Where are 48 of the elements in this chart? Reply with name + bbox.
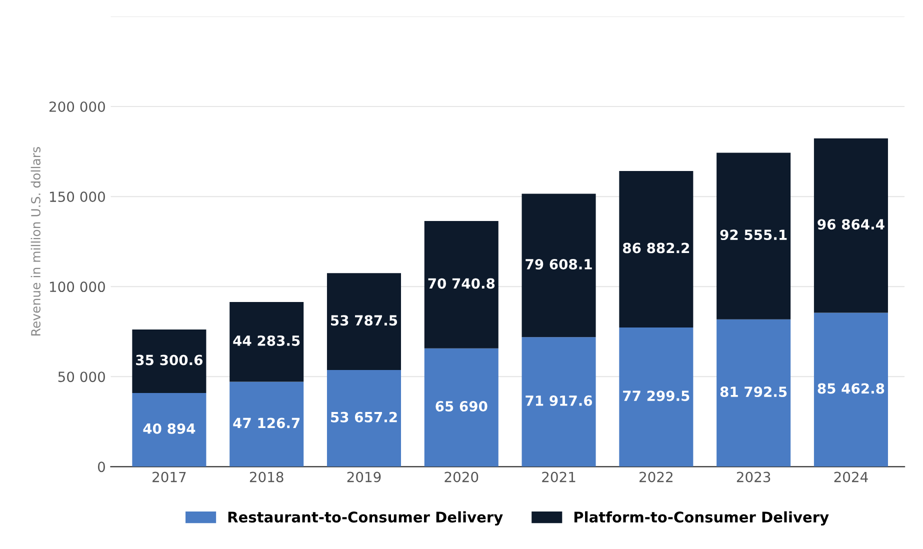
bar: [132, 329, 206, 394]
x-tick-label: 2022: [640, 472, 672, 482]
y-tick-label: 0: [98, 462, 105, 472]
bar: [230, 302, 304, 382]
data-label: 47 126.7: [233, 418, 300, 428]
bar: [424, 220, 498, 348]
data-label: 40 894: [143, 423, 196, 434]
y-tick-label: 150 000: [50, 192, 105, 202]
data-label: 35 300.6: [136, 354, 202, 366]
data-label: 44 283.5: [233, 335, 300, 346]
data-label: 71 917.6: [526, 395, 592, 406]
bar: [619, 327, 694, 467]
data-label: 79 608.1: [526, 258, 592, 270]
legend-label: Restaurant-to-Consumer Delivery: [228, 511, 503, 526]
data-label: 81 792.5: [720, 386, 787, 398]
bar: [522, 337, 596, 467]
y-tick-label: 50 000: [58, 372, 105, 382]
data-label: 85 462.8: [818, 383, 884, 394]
x-tick-label: 2020: [444, 472, 478, 482]
x-tick-label: 2017: [152, 472, 186, 482]
bar: [716, 152, 791, 320]
data-label: 70 740.8: [428, 278, 495, 289]
bar: [814, 312, 888, 467]
data-label: 86 882.2: [622, 242, 690, 254]
legend-label: Platform-to-Consumer Delivery: [574, 511, 829, 526]
x-tick-label: 2023: [736, 472, 770, 482]
bar: [814, 138, 888, 313]
y-axis-title: Revenue in million U.S. dollars: [30, 147, 40, 336]
x-tick-label: 2024: [834, 472, 868, 482]
bar: [619, 171, 694, 328]
data-label: 53 657.2: [331, 412, 397, 422]
bar: [716, 319, 791, 467]
data-label: 53 787.5: [331, 315, 398, 326]
data-label: 65 690: [436, 401, 488, 412]
x-tick-label: 2018: [250, 472, 284, 482]
x-tick-label: 2021: [542, 472, 576, 482]
bar: [132, 393, 206, 467]
y-tick-label: 100 000: [50, 282, 105, 292]
y-tick-label: 200 000: [49, 101, 105, 112]
bar: [230, 382, 304, 467]
data-label: 77 299.5: [623, 390, 690, 402]
data-label: 96 864.4: [818, 219, 884, 230]
bar: [326, 370, 401, 467]
bar: [522, 194, 596, 338]
bar: [424, 348, 498, 467]
bar: [326, 273, 401, 370]
data-label: 92 555.1: [720, 230, 787, 240]
x-tick-label: 2019: [347, 472, 381, 482]
